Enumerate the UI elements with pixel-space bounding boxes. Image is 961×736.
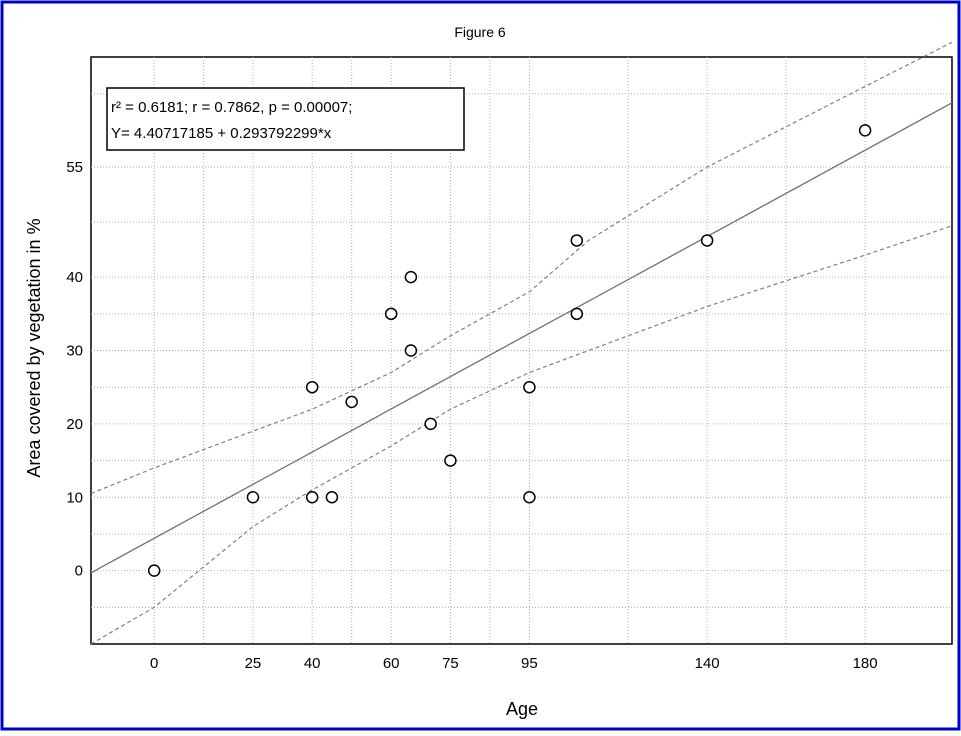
y-tick-label: 10 xyxy=(66,489,83,506)
y-axis-label: Area covered by vegetation in % xyxy=(24,218,44,477)
x-axis-ticks: 0 25 40 60 75 95 140 180 xyxy=(150,655,878,672)
data-point xyxy=(246,491,260,504)
y-tick-label: 0 xyxy=(75,563,83,580)
data-point xyxy=(404,270,418,284)
stats-line-2: Y= 4.40717185 + 0.293792299*x xyxy=(111,125,332,142)
x-tick-label: 95 xyxy=(521,655,538,672)
y-tick-label: 55 xyxy=(66,159,83,176)
data-point xyxy=(570,234,584,247)
data-point xyxy=(570,307,584,321)
regression-line-group xyxy=(90,102,953,574)
chart-title: Figure 6 xyxy=(454,24,506,40)
data-point xyxy=(384,307,398,321)
confidence-band-upper xyxy=(90,41,953,495)
x-tick-label: 40 xyxy=(304,655,321,672)
data-point xyxy=(305,491,319,504)
data-point xyxy=(305,380,319,394)
stats-box xyxy=(106,87,465,151)
data-point xyxy=(147,564,161,577)
x-tick-label: 0 xyxy=(150,655,158,672)
data-point xyxy=(444,454,457,467)
grid-lines xyxy=(91,57,952,644)
x-tick-label: 140 xyxy=(695,655,720,672)
x-tick-label: 60 xyxy=(383,655,400,672)
data-point xyxy=(404,344,418,357)
y-tick-label: 40 xyxy=(66,269,83,286)
data-point xyxy=(325,491,339,504)
stats-annotation: r² = 0.6181; r = 0.7862, p = 0.00007; Y=… xyxy=(106,87,465,151)
stats-line-1: r² = 0.6181; r = 0.7862, p = 0.00007; xyxy=(111,99,352,116)
data-point xyxy=(424,417,437,431)
y-axis-ticks: 0 10 20 30 40 55 xyxy=(66,159,83,580)
x-tick-label: 25 xyxy=(245,655,262,672)
data-point xyxy=(523,380,536,394)
y-tick-label: 20 xyxy=(66,416,83,433)
x-axis-label: Age xyxy=(506,699,538,719)
confidence-band xyxy=(90,41,953,645)
regression-line xyxy=(90,102,953,574)
data-point xyxy=(700,234,714,247)
x-tick-label: 75 xyxy=(442,655,459,672)
data-points xyxy=(147,124,872,577)
x-tick-label: 180 xyxy=(853,655,878,672)
data-point xyxy=(523,491,536,504)
data-point xyxy=(345,395,358,409)
data-point xyxy=(858,124,872,137)
y-tick-label: 30 xyxy=(66,343,83,360)
confidence-band-lower xyxy=(90,225,953,645)
